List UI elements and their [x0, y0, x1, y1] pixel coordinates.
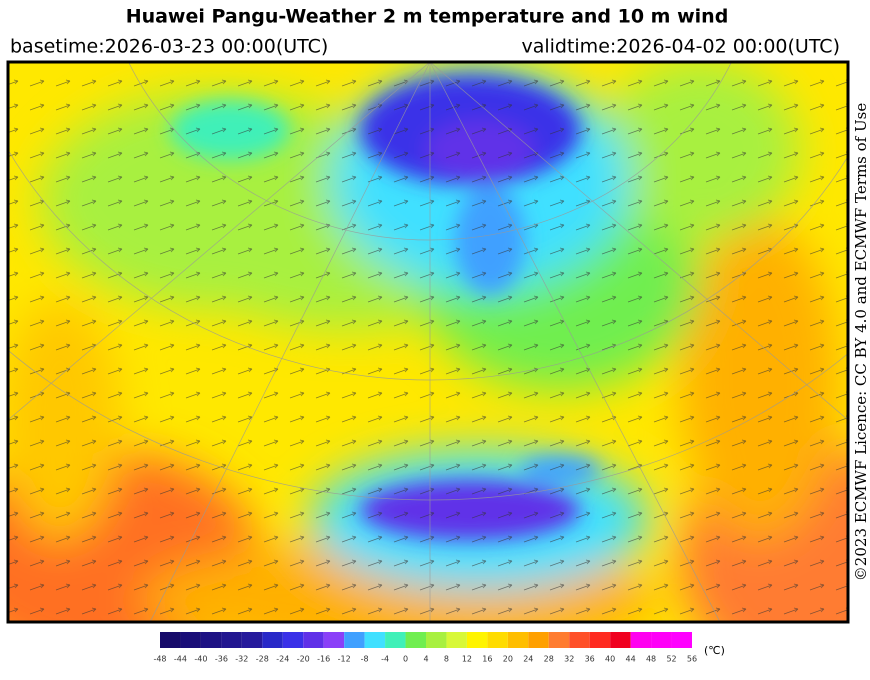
colorbar-segment: [507, 632, 529, 648]
colorbar-tick-label: 24: [523, 655, 533, 664]
colorbar-segment: [241, 632, 263, 648]
colorbar-segment: [385, 632, 406, 648]
colorbar-segment: [589, 632, 611, 648]
colorbar-segment: [528, 632, 549, 648]
colorbar-tick-label: -4: [381, 655, 389, 664]
colorbar-tick-label: 0: [403, 655, 408, 664]
colorbar-segment: [160, 632, 181, 648]
colorbar-segment: [180, 632, 201, 648]
colorbar-segment: [426, 632, 447, 648]
credit: ©2023 ECMWF Licence: CC BY 4.0 and ECMWF…: [852, 103, 870, 582]
colorbar-tick-label: -24: [276, 655, 289, 664]
map-title: Huawei Pangu-Weather 2 m temperature and…: [126, 6, 729, 28]
colorbar-segment: [671, 632, 692, 648]
validtime: validtime:2026-04-02 00:00(UTC): [521, 36, 840, 58]
basetime: basetime:2026-03-23 00:00(UTC): [10, 36, 328, 58]
colorbar-tick-label: 52: [666, 655, 676, 664]
colorbar-tick-label: -32: [235, 655, 248, 664]
colorbar-tick-label: 16: [482, 655, 492, 664]
colorbar-tick-label: 20: [503, 655, 513, 664]
colorbar-segment: [262, 632, 283, 648]
colorbar-tick-label: -44: [174, 655, 187, 664]
colorbar-segment: [282, 632, 304, 648]
colorbar-segment: [323, 632, 345, 648]
colorbar-tick-label: -20: [297, 655, 310, 664]
colorbar-segment: [405, 632, 426, 648]
colorbar-tick-label: 56: [687, 655, 697, 664]
colorbar-tick-label: -8: [361, 655, 369, 664]
colorbar-tick-label: -16: [317, 655, 330, 664]
colorbar-tick-label: -12: [338, 655, 351, 664]
colorbar: -48 -44 -40 -36 -32 -28 -24 -20 -16 -12 -8 -4 0 4 8 12 1…: [153, 632, 697, 664]
colorbar-segment: [466, 632, 488, 648]
colorbar-tick-label: 36: [585, 655, 595, 664]
colorbar-segment: [548, 632, 570, 648]
map-frame: [6, 60, 850, 624]
colorbar-tick-label: 8: [444, 655, 449, 664]
colorbar-segment: [364, 632, 386, 648]
colorbar-tick-label: 48: [646, 655, 656, 664]
colorbar-unit: (℃): [704, 644, 725, 657]
colorbar-tick-label: 40: [605, 655, 615, 664]
colorbar-tick-label: 12: [462, 655, 472, 664]
colorbar-segment: [344, 632, 365, 648]
colorbar-tick-label: 32: [564, 655, 574, 664]
colorbar-tick-label: 28: [544, 655, 554, 664]
colorbar-segment: [569, 632, 590, 648]
colorbar-segment: [487, 632, 508, 648]
colorbar-tick-label: -28: [256, 655, 269, 664]
colorbar-segment: [446, 632, 467, 648]
colorbar-tick-label: -36: [215, 655, 228, 664]
colorbar-segment: [610, 632, 631, 648]
colorbar-tick-label: -48: [153, 655, 166, 664]
colorbar-tick-label: -40: [194, 655, 207, 664]
colorbar-segment: [303, 632, 324, 648]
colorbar-segment: [200, 632, 222, 648]
colorbar-segment: [221, 632, 242, 648]
colorbar-segment: [630, 632, 652, 648]
colorbar-tick-label: 4: [423, 655, 428, 664]
colorbar-segment: [651, 632, 672, 648]
colorbar-tick-label: 44: [626, 655, 636, 664]
